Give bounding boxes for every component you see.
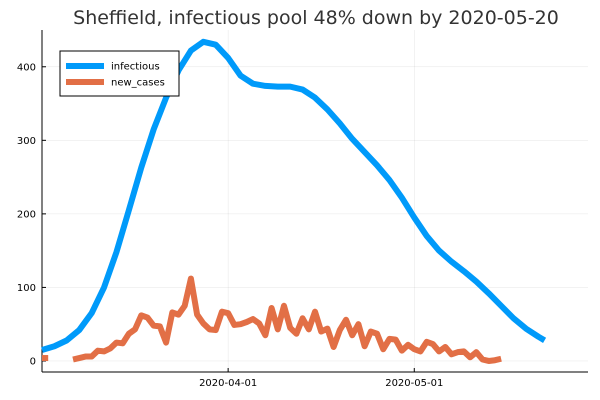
y-tick-label: 300 (17, 136, 36, 147)
y-tick-label: 0 (30, 356, 36, 367)
y-tick-label: 100 (17, 283, 36, 294)
legend-box (59, 50, 180, 97)
legend-layer: infectious new_cases (59, 50, 180, 97)
x-tick-label: 2020-04-01 (199, 378, 257, 389)
series-line-infectious (41, 38, 547, 353)
legend-label-infectious: infectious (111, 62, 160, 73)
y-tick-label: 200 (17, 209, 36, 220)
x-tick-label: 2020-05-01 (385, 378, 443, 389)
series-layer (41, 38, 547, 364)
grid-layer (42, 30, 588, 372)
y-tick-label: 400 (17, 62, 36, 73)
chart-title: Sheffield, infectious pool 48% down by 2… (73, 7, 559, 29)
legend-label-new-cases: new_cases (111, 78, 165, 89)
series-line-new-cases (72, 275, 502, 364)
